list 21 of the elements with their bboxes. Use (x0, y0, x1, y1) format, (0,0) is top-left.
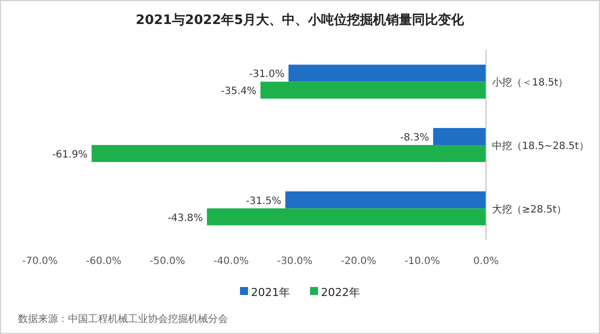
x-tick-label: -60.0% (86, 256, 122, 267)
data-label: -31.0% (249, 69, 284, 80)
y-tick-label: 中挖（18.5~28.5t） (492, 140, 589, 152)
x-tick-label: -40.0% (213, 256, 249, 267)
data-label: -31.5% (246, 196, 282, 207)
legend-label: 2021年 (251, 286, 290, 299)
x-tick-label: -70.0% (22, 256, 58, 267)
x-tick-label: -30.0% (277, 256, 313, 267)
x-tick-label: -20.0% (340, 256, 376, 267)
x-tick-label: -10.0% (404, 256, 440, 267)
legend-label: 2022年 (321, 286, 360, 299)
x-tick-label: -50.0% (150, 256, 186, 267)
data-label: -8.3% (400, 132, 430, 144)
data-label: -61.9% (52, 150, 88, 160)
y-tick-label: 大挖（≥28.5t） (492, 203, 567, 216)
y-tick-label: 小挖（＜18.5t） (492, 76, 568, 89)
source-note: 数据来源：中国工程机械工业协会挖掘机械分会 (18, 313, 228, 325)
x-tick-label: 0.0% (473, 256, 499, 267)
data-label: -35.4% (221, 86, 256, 98)
data-label: -43.8% (168, 212, 203, 224)
chart-title: 2021与2022年5月大、中、小吨位挖掘机销量同比变化 (136, 12, 466, 28)
